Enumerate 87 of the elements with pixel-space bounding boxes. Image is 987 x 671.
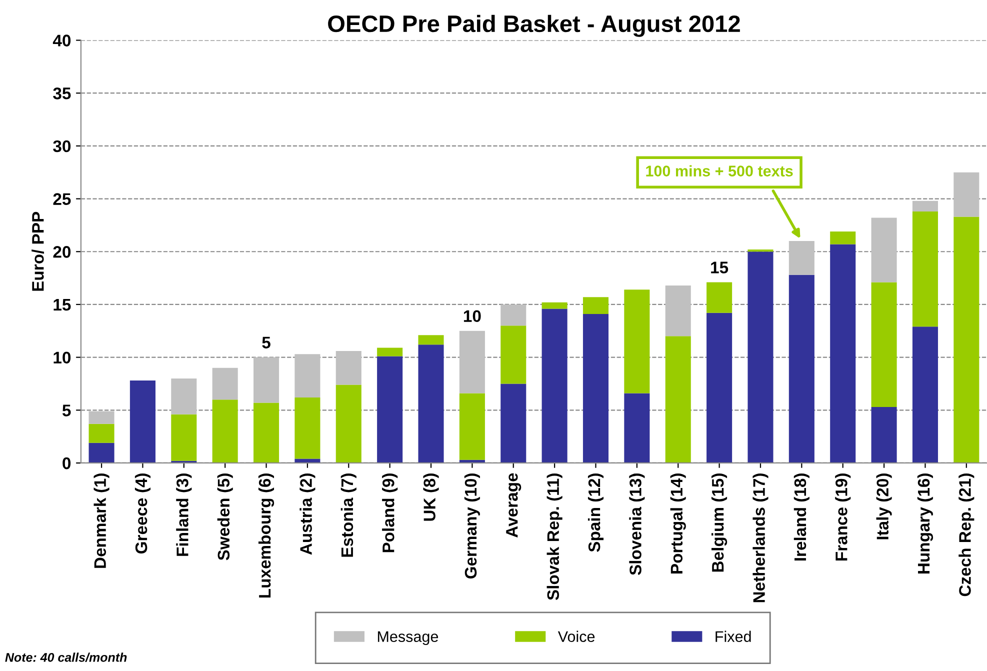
x-tick-label: Slovenia (13) bbox=[629, 474, 645, 576]
bar bbox=[871, 218, 897, 282]
bar bbox=[871, 406, 897, 463]
x-tick-label: Finland (3) bbox=[176, 474, 192, 556]
x-tick-label: Greece (4) bbox=[134, 474, 150, 554]
annotation: 5 bbox=[262, 336, 270, 348]
bar bbox=[88, 411, 114, 424]
bar bbox=[212, 400, 238, 463]
y-tick-label: 0 bbox=[62, 457, 71, 470]
bar bbox=[706, 282, 732, 313]
x-tick-label: Germany (10) bbox=[464, 474, 480, 579]
bar bbox=[254, 357, 280, 403]
bar bbox=[212, 368, 238, 400]
x-tick-label: Denmark (1) bbox=[94, 474, 110, 568]
bar bbox=[871, 282, 897, 407]
bar bbox=[294, 397, 320, 459]
annotation: 15 bbox=[711, 262, 728, 274]
bar bbox=[500, 304, 526, 326]
x-tick-label: Belgium (15) bbox=[711, 474, 728, 572]
bar bbox=[418, 335, 444, 345]
bar bbox=[665, 336, 691, 463]
y-tick-label: 20 bbox=[53, 246, 71, 258]
bar bbox=[88, 424, 114, 443]
y-tick-label: 10 bbox=[54, 352, 71, 364]
bar bbox=[377, 348, 403, 356]
bar bbox=[254, 402, 280, 463]
bar bbox=[830, 244, 856, 463]
x-tick-label: Italy (20) bbox=[876, 474, 892, 540]
bar bbox=[954, 216, 980, 463]
x-tick-label: UK (8) bbox=[423, 474, 439, 521]
legend-label: Voice bbox=[558, 630, 595, 642]
bar bbox=[912, 200, 938, 212]
bar bbox=[830, 232, 856, 244]
bar bbox=[336, 384, 362, 463]
bar bbox=[582, 297, 609, 314]
x-tick-label: Czech Rep. (21) bbox=[958, 474, 974, 596]
y-axis-title: Euro/ PPP bbox=[32, 212, 44, 291]
bar bbox=[912, 326, 938, 463]
bar bbox=[624, 393, 650, 463]
bar bbox=[459, 330, 485, 394]
y-tick-label: 30 bbox=[53, 140, 71, 152]
annotation: 10 bbox=[464, 310, 481, 322]
x-tick-label: Average bbox=[506, 473, 522, 538]
bar bbox=[788, 274, 814, 463]
x-tick-label: Estonia (7) bbox=[340, 474, 356, 557]
x-tick-label: France (19) bbox=[835, 474, 851, 561]
y-tick-label: 25 bbox=[53, 193, 71, 205]
x-tick-label: Ireland (18) bbox=[794, 474, 810, 561]
bar bbox=[336, 350, 362, 385]
bar bbox=[130, 380, 156, 463]
bar bbox=[542, 302, 568, 309]
bar bbox=[582, 314, 609, 463]
bar bbox=[500, 384, 526, 463]
bar bbox=[377, 356, 403, 463]
bar bbox=[748, 252, 774, 463]
chart-title: OECD Pre Paid Basket - August 2012 bbox=[328, 14, 740, 37]
bar bbox=[459, 393, 485, 460]
x-tick-label: Austria (2) bbox=[300, 474, 316, 555]
bar bbox=[624, 290, 650, 394]
bar bbox=[171, 378, 197, 414]
legend-label: Message bbox=[378, 631, 438, 646]
x-tick-label: Poland (9) bbox=[382, 474, 398, 552]
bar bbox=[500, 326, 526, 384]
bar bbox=[954, 172, 980, 217]
bar bbox=[171, 414, 197, 461]
bar bbox=[665, 285, 691, 336]
x-tick-label: Spain (12) bbox=[588, 474, 604, 552]
y-tick-label: 15 bbox=[54, 299, 71, 311]
y-tick-label: 5 bbox=[62, 404, 71, 416]
x-tick-label: Hungary (16) bbox=[917, 474, 934, 574]
x-tick-label: Slovak Rep. (11) bbox=[546, 474, 562, 600]
x-tick-label: Portugal (14) bbox=[670, 474, 686, 574]
y-tick-label: 40 bbox=[52, 34, 71, 46]
bar bbox=[294, 354, 320, 398]
bar bbox=[788, 241, 814, 275]
legend-label: Fixed bbox=[716, 630, 751, 642]
bar bbox=[542, 308, 568, 463]
bar bbox=[912, 211, 938, 327]
x-tick-label: Luxembourg (6) bbox=[258, 474, 274, 598]
x-tick-label: Sweden (5) bbox=[217, 474, 233, 560]
bar bbox=[418, 344, 444, 463]
annotation: 100 mins + 500 texts bbox=[646, 165, 793, 176]
bar bbox=[88, 442, 114, 463]
x-tick-label: Netherlands (17) bbox=[752, 474, 768, 602]
text: Note: 40 calls/month bbox=[5, 652, 127, 662]
bar bbox=[706, 312, 732, 463]
y-tick-label: 35 bbox=[53, 88, 71, 100]
